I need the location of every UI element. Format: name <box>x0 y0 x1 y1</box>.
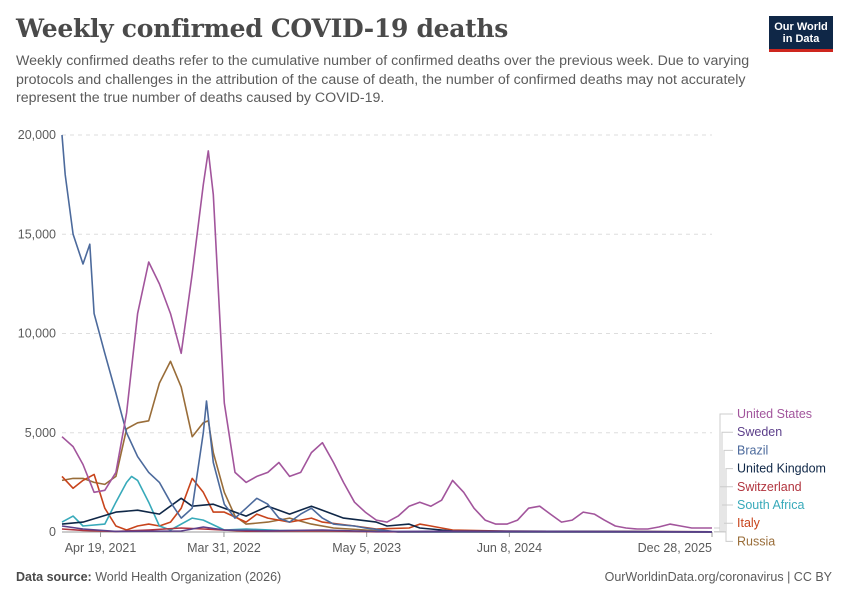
y-tick-label: 20,000 <box>18 128 56 142</box>
legend-connector <box>714 413 733 529</box>
x-tick-label: May 5, 2023 <box>332 541 401 555</box>
legend-item-brazil[interactable]: Brazil <box>737 443 768 457</box>
series-line-russia[interactable] <box>61 360 712 533</box>
legend: United States Sweden Brazil United Kingdom S… <box>714 407 826 548</box>
series-line-united-states[interactable] <box>61 150 712 530</box>
y-tick-label: 15,000 <box>18 227 56 241</box>
x-tick-label: Dec 28, 2025 <box>638 541 712 555</box>
series-layer <box>61 134 713 533</box>
legend-item-south-africa[interactable]: South Africa <box>737 498 804 512</box>
logo-line-1: Our World <box>774 21 828 33</box>
source-url-link[interactable]: OurWorldinData.org/coronavirus | CC BY <box>604 570 832 584</box>
x-tick-label: Mar 31, 2022 <box>187 541 261 555</box>
chart-title: Weekly confirmed COVID-19 deaths <box>16 14 509 43</box>
y-axis: 0 5,000 10,000 15,000 20,000 <box>18 128 56 539</box>
series-line-brazil[interactable] <box>61 134 712 533</box>
series-line-south-africa[interactable] <box>61 475 713 533</box>
chart-subtitle: Weekly confirmed deaths refer to the cum… <box>16 53 750 106</box>
x-tick-label: Jun 8, 2024 <box>477 541 542 555</box>
line-chart: 0 5,000 10,000 15,000 20,000 Apr 19, 2021 Mar… <box>18 128 826 555</box>
legend-item-russia[interactable]: Russia <box>737 534 775 548</box>
legend-item-switzerland[interactable]: Switzerland <box>737 480 802 494</box>
data-source-text: World Health Organization (2026) <box>95 570 282 584</box>
legend-item-sweden[interactable]: Sweden <box>737 425 782 439</box>
series-line-sweden[interactable] <box>61 525 713 533</box>
series-line-united-kingdom[interactable] <box>61 497 713 533</box>
y-tick-label: 0 <box>49 525 56 539</box>
legend-item-italy[interactable]: Italy <box>737 516 761 530</box>
y-tick-label: 5,000 <box>25 426 56 440</box>
x-tick-label: Apr 19, 2021 <box>65 541 137 555</box>
legend-connector <box>714 531 733 542</box>
logo-line-2: in Data <box>782 33 820 45</box>
x-axis: Apr 19, 2021 Mar 31, 2022 May 5, 2023 Jun 8… <box>62 531 713 555</box>
y-tick-label: 10,000 <box>18 327 56 341</box>
data-source-label: Data source: <box>16 570 92 584</box>
legend-item-united-states[interactable]: United States <box>737 407 812 421</box>
data-source: Data source: World Health Organization (… <box>16 570 281 584</box>
legend-connector <box>714 449 733 533</box>
legend-item-united-kingdom[interactable]: United Kingdom <box>737 462 826 476</box>
owid-logo[interactable]: Our World in Data <box>769 16 833 52</box>
